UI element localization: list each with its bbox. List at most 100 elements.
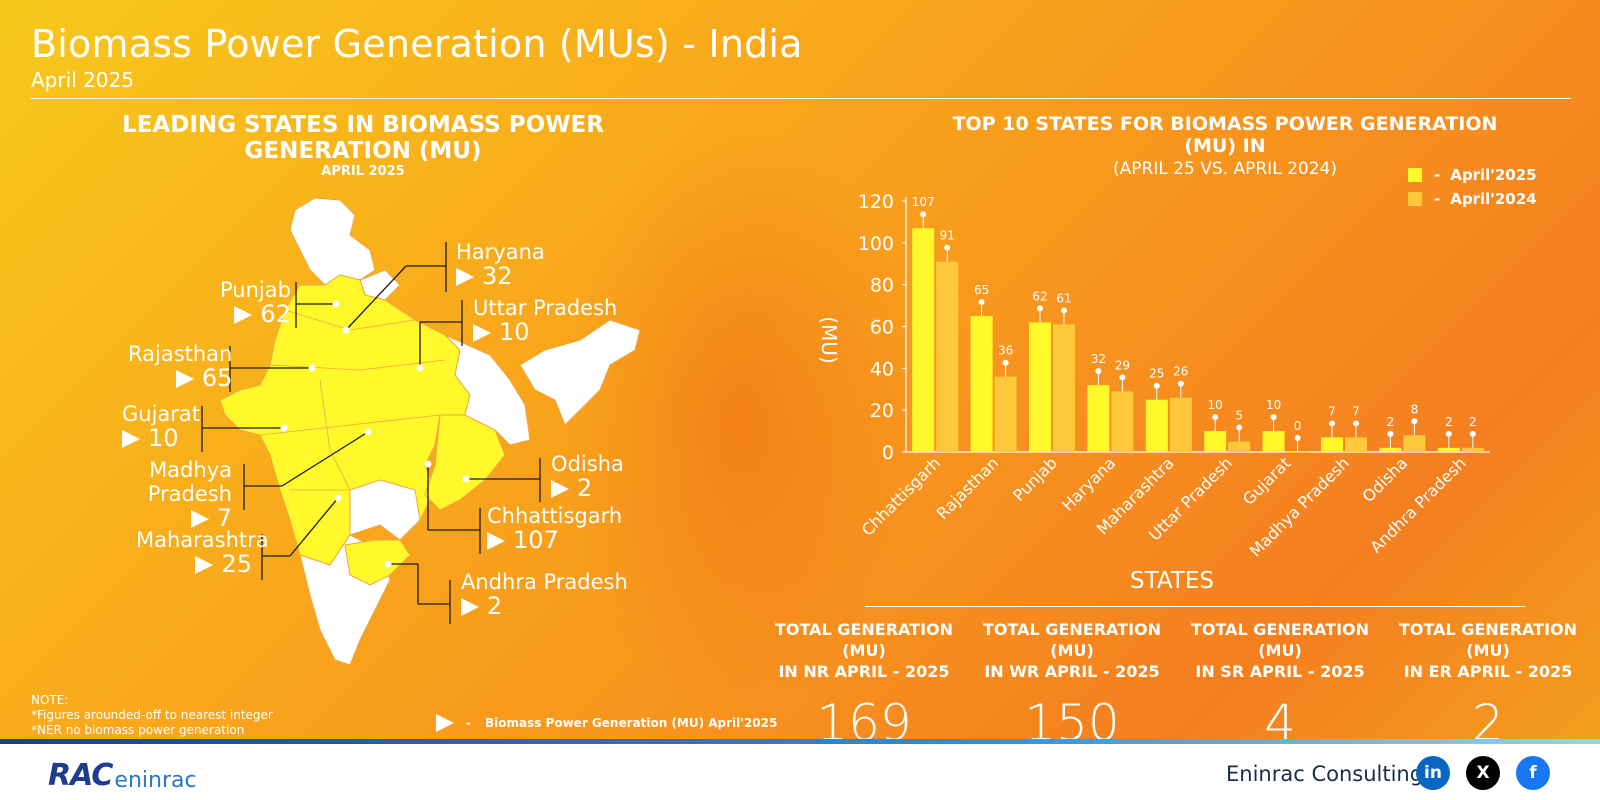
bar-2025 [1087,385,1110,452]
callout-lines [201,242,541,624]
map-north-region [289,197,376,286]
y-tick-label: 40 [870,358,894,380]
callout-gujarat: Gujarat 10 [122,402,200,450]
callout-rajasthan: Rajasthan 65 [128,342,232,390]
data-label: 26 [1173,365,1188,379]
total-er: TOTAL GENERATION (MU) IN ER APRIL - 2025 … [1384,619,1592,752]
total-label: TOTAL GENERATION (MU) IN ER APRIL - 2025 [1384,619,1592,682]
total-label-line1: TOTAL GENERATION (MU) [1398,620,1578,660]
data-label: 62 [1032,289,1047,303]
callout-madhya-pradesh: Madhya Pradesh 7 [80,458,232,530]
arrow-icon [456,268,474,286]
dot-haryana [342,326,350,334]
bar-dot [1212,414,1219,421]
data-label: 7 [1328,404,1336,418]
page-subtitle: April 2025 [31,68,134,92]
callout-state: Gujarat [122,402,201,426]
notes: NOTE: *Figures arounded-off to nearest i… [31,693,273,738]
x-axis-title: STATES [1130,568,1214,594]
callout-uttar-pradesh: Uttar Pradesh 10 [473,296,617,344]
bar-dot [1411,418,1418,425]
x-icon[interactable]: X [1466,756,1500,790]
legend-swatch-2024 [1408,192,1422,206]
india-map [219,197,641,666]
eninrac-logo[interactable]: RAC eninrac [48,758,197,793]
arrow-icon [175,370,194,388]
y-tick-label: 60 [870,317,894,339]
callout-value: 107 [513,526,559,554]
bar-dot [1061,307,1067,314]
y-tick-label: 0 [882,442,894,464]
bar-2025 [1145,399,1168,452]
bar-dot [1153,382,1160,389]
data-label: 61 [1056,291,1071,305]
data-label: 10 [1208,398,1223,412]
callout-state: Uttar Pradesh [473,296,618,320]
legend-item-2024: - April'2024 [1408,187,1537,211]
bar-dot [1236,424,1243,431]
callout-value: 10 [148,424,179,452]
callout-state: Madhya Pradesh [147,458,232,506]
bar-dot [1095,368,1102,375]
arrow-icon [487,532,505,550]
callout-chhattisgarh: Chhattisgarh 107 [487,504,622,552]
total-label: TOTAL GENERATION (MU) IN NR APRIL - 2025 [760,619,968,682]
legend-separator: - [1434,166,1441,184]
arrow-icon [473,324,491,342]
data-label: 107 [912,195,935,209]
x-tick-label: Odisha [1359,453,1412,506]
y-tick-label: 20 [870,400,894,422]
bar-2025 [1379,447,1402,452]
legend-item-2025: - April'2025 [1408,163,1537,187]
bar-2024 [1461,447,1484,452]
dot-punjab [332,300,340,308]
dot-maharashtra [334,494,342,502]
x-tick-label: Chhattisgarh [858,453,944,539]
chart-title: TOP 10 STATES FOR BIOMASS POWER GENERATI… [952,113,1498,157]
dot-up [416,364,424,372]
totals-divider [865,606,1525,607]
callout-state: Andhra Pradesh [461,570,628,594]
bar-2025 [1204,431,1227,452]
data-label: 25 [1149,367,1164,381]
chart-heading: TOP 10 STATES FOR BIOMASS POWER GENERATI… [945,113,1505,179]
bar-2024 [1169,397,1192,452]
facebook-icon[interactable]: f [1516,756,1550,790]
bar-2025 [1321,437,1343,452]
bar-dot [944,244,951,251]
bar-2024 [1111,391,1134,452]
bar-2024 [1228,441,1251,452]
linkedin-icon[interactable]: in [1416,756,1450,790]
total-label: TOTAL GENERATION (MU) IN WR APRIL - 2025 [968,619,1176,682]
callout-value: 10 [499,318,530,346]
dot-odisha [462,475,470,483]
bar-2024 [936,261,959,452]
bar-2025 [912,228,935,452]
x-tick-label: Madhya Pradesh [1246,453,1353,560]
legend-label-2024: April'2024 [1450,190,1537,208]
bar-2024 [994,376,1017,452]
bar-dot [920,211,927,218]
note-line: *Figures arounded-off to nearest integer [31,708,273,722]
note-title: NOTE: [31,693,69,707]
bar-2024 [1286,452,1309,453]
callout-value: 62 [260,300,291,328]
bar-2024 [1403,435,1426,452]
background-glow [560,120,920,720]
x-tick-label: Rajasthan [933,453,1003,523]
callout-maharashtra: Maharashtra 25 [136,528,269,576]
bar-dot [1119,374,1126,381]
data-label: 32 [1091,352,1106,366]
callout-odisha: Odisha 2 [551,452,624,500]
callout-state: Haryana [456,240,545,264]
bar-dot [1469,430,1476,437]
dot-rajasthan [308,364,316,372]
footer [0,744,1600,800]
bar-2025 [1437,447,1460,452]
bar-dot [1037,305,1043,312]
map-heading: LEADING STATES IN BIOMASS POWER GENERATI… [38,112,688,179]
map-heading-sub: APRIL 2025 [321,164,405,179]
arrow-icon [551,480,569,498]
arrow-icon [195,556,214,574]
header-divider [31,98,1571,99]
